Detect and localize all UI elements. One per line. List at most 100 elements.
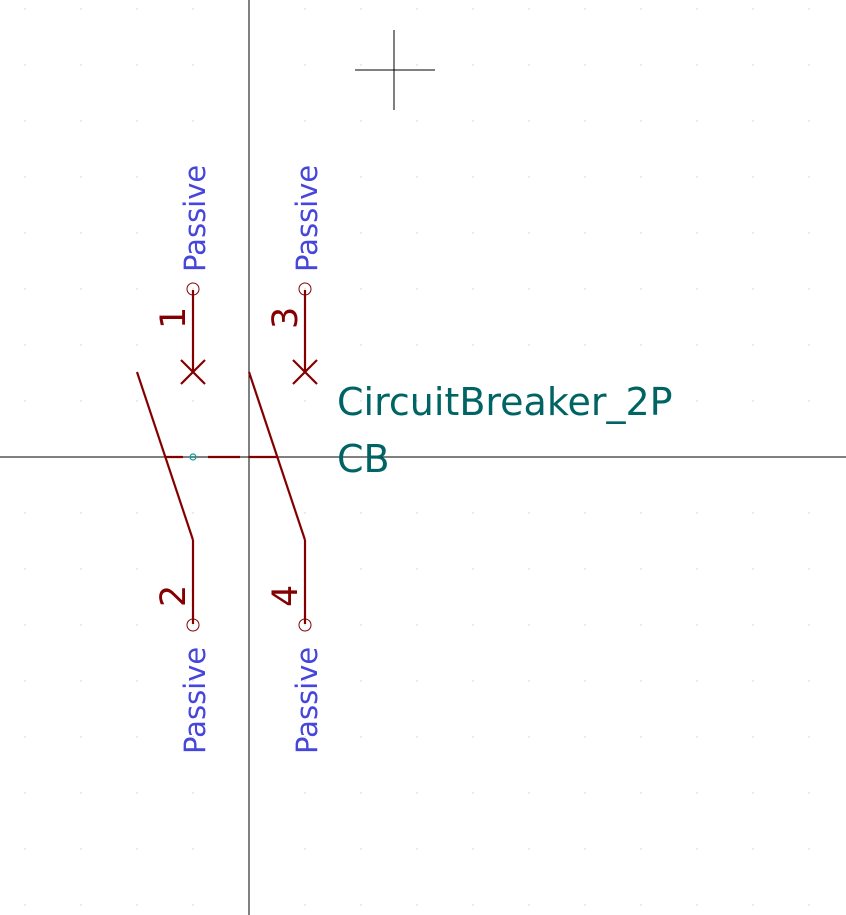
grid-dot (80, 736, 82, 738)
grid-dot (584, 64, 586, 66)
pin-2-end[interactable] (186, 618, 200, 632)
grid-dot (416, 848, 418, 850)
grid-dot (192, 120, 194, 122)
grid-dot (528, 64, 530, 66)
pin-3-end[interactable] (298, 282, 312, 296)
grid-dot (136, 624, 138, 626)
grid-dot (808, 176, 810, 178)
grid-dot (528, 848, 530, 850)
pin-4-end[interactable] (298, 618, 312, 632)
grid-dot (416, 512, 418, 514)
grid-dot (696, 680, 698, 682)
grid-dot (808, 232, 810, 234)
grid-dot (472, 624, 474, 626)
breaker-pole-1-body[interactable] (135, 290, 206, 624)
grid-dot (528, 176, 530, 178)
grid-dot (24, 176, 26, 178)
pin-4-number: 4 (266, 585, 306, 607)
grid-dot (80, 904, 82, 906)
grid-dot (136, 344, 138, 346)
grid-dot (528, 288, 530, 290)
grid-dot (80, 400, 82, 402)
grid-dot (304, 288, 306, 290)
pin-1-end[interactable] (186, 282, 200, 296)
grid-dot (696, 568, 698, 570)
pin-2-number: 2 (154, 585, 194, 607)
grid-dot (584, 288, 586, 290)
grid-dot (304, 8, 306, 10)
grid-dot (192, 736, 194, 738)
grid-dot (640, 848, 642, 850)
grid-dot (304, 64, 306, 66)
grid-dot (416, 736, 418, 738)
grid-dot (24, 512, 26, 514)
cursor-crosshair (355, 30, 435, 110)
grid-dot (360, 736, 362, 738)
pin-3-type-label: Passive (290, 165, 324, 272)
grid-dot (304, 736, 306, 738)
grid-dot (584, 736, 586, 738)
grid-dot (808, 736, 810, 738)
grid-dot (640, 120, 642, 122)
grid-dot (528, 624, 530, 626)
grid-dot (640, 792, 642, 794)
grid-dot (696, 288, 698, 290)
grid-dot (80, 512, 82, 514)
grid-dot (136, 400, 138, 402)
grid-dot (24, 8, 26, 10)
grid-dot (472, 8, 474, 10)
grid-dot (640, 344, 642, 346)
grid-dot (24, 120, 26, 122)
grid-dot (80, 848, 82, 850)
grid-dot (696, 400, 698, 402)
grid-dot (80, 344, 82, 346)
grid-dot (472, 736, 474, 738)
grid-dot (416, 176, 418, 178)
grid-dot (360, 848, 362, 850)
grid-dot (528, 568, 530, 570)
grid-dot (24, 232, 26, 234)
grid-dot (136, 288, 138, 290)
grid-dot (24, 624, 26, 626)
grid-dot (80, 8, 82, 10)
grid-dot (528, 680, 530, 682)
grid-dot (80, 288, 82, 290)
pin-1-number: 1 (154, 307, 194, 329)
grid-dot (304, 624, 306, 626)
grid-dot (192, 680, 194, 682)
grid-dot (752, 568, 754, 570)
grid-dot (192, 624, 194, 626)
symbol-value-field[interactable]: CircuitBreaker_2P (337, 380, 673, 424)
grid-dot (696, 736, 698, 738)
grid-dot (136, 736, 138, 738)
grid-dot (808, 512, 810, 514)
grid-dot (584, 680, 586, 682)
grid-dot (136, 848, 138, 850)
grid-dot (24, 344, 26, 346)
grid-dot (416, 344, 418, 346)
grid-dot (752, 288, 754, 290)
symbol-reference-field[interactable]: CB (337, 437, 390, 481)
grid-dot (24, 64, 26, 66)
grid-dot (696, 792, 698, 794)
grid-dot (696, 512, 698, 514)
grid-dot (136, 176, 138, 178)
grid-dot (136, 512, 138, 514)
grid-dot (192, 288, 194, 290)
grid-dot (472, 120, 474, 122)
grid-dot (584, 120, 586, 122)
grid-dot (472, 848, 474, 850)
grid-dot (640, 400, 642, 402)
grid-dot (696, 176, 698, 178)
grid-dot (472, 176, 474, 178)
grid-dot (304, 176, 306, 178)
grid-dot (416, 232, 418, 234)
grid-dot (640, 568, 642, 570)
grid-dot (472, 512, 474, 514)
grid-dot (24, 568, 26, 570)
grid-dot (584, 400, 586, 402)
grid-dot (752, 120, 754, 122)
grid-dot (808, 848, 810, 850)
